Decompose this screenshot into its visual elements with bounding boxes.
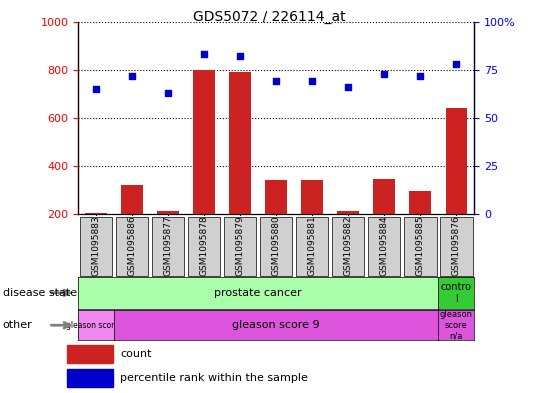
Text: GSM1095880: GSM1095880 — [272, 215, 281, 276]
Bar — [301, 180, 323, 214]
Text: gleason score 8: gleason score 8 — [66, 321, 126, 330]
Bar — [337, 211, 359, 214]
Point — [164, 90, 172, 96]
Text: GSM1095877: GSM1095877 — [164, 215, 172, 276]
Point — [92, 86, 100, 92]
FancyBboxPatch shape — [80, 217, 112, 276]
Bar — [194, 70, 215, 214]
Bar — [67, 345, 113, 363]
Point — [416, 72, 425, 79]
Bar — [446, 108, 467, 214]
Bar — [157, 211, 179, 214]
Bar — [374, 179, 395, 214]
Text: GSM1095884: GSM1095884 — [380, 215, 389, 276]
Text: GSM1095876: GSM1095876 — [452, 215, 461, 276]
FancyBboxPatch shape — [440, 217, 473, 276]
Bar — [121, 185, 143, 214]
Text: prostate cancer: prostate cancer — [215, 288, 302, 298]
Text: GSM1095878: GSM1095878 — [200, 215, 209, 276]
Text: GSM1095886: GSM1095886 — [128, 215, 137, 276]
Text: GSM1095883: GSM1095883 — [92, 215, 101, 276]
Text: percentile rank within the sample: percentile rank within the sample — [120, 373, 308, 383]
Text: gleason score 9: gleason score 9 — [232, 320, 320, 330]
FancyBboxPatch shape — [188, 217, 220, 276]
Text: GSM1095882: GSM1095882 — [344, 215, 353, 276]
Bar — [265, 180, 287, 214]
Bar — [67, 369, 113, 387]
FancyBboxPatch shape — [116, 217, 148, 276]
Text: GSM1095879: GSM1095879 — [236, 215, 245, 276]
Point — [236, 53, 245, 59]
FancyBboxPatch shape — [296, 217, 328, 276]
Point — [200, 51, 209, 57]
FancyBboxPatch shape — [260, 217, 293, 276]
FancyBboxPatch shape — [368, 217, 400, 276]
Text: disease state: disease state — [3, 288, 77, 298]
FancyBboxPatch shape — [332, 217, 364, 276]
Point — [380, 70, 389, 77]
Bar — [410, 191, 431, 214]
Text: GSM1095881: GSM1095881 — [308, 215, 317, 276]
Text: other: other — [3, 320, 32, 330]
FancyBboxPatch shape — [404, 217, 437, 276]
FancyBboxPatch shape — [224, 217, 257, 276]
Text: GSM1095885: GSM1095885 — [416, 215, 425, 276]
Point — [272, 78, 281, 84]
Text: contro
l: contro l — [441, 282, 472, 303]
Bar — [230, 72, 251, 214]
Text: count: count — [120, 349, 151, 359]
Point — [128, 72, 136, 79]
Text: gleason
score
n/a: gleason score n/a — [440, 310, 473, 340]
Point — [308, 78, 316, 84]
Point — [452, 61, 461, 67]
Bar — [85, 213, 107, 214]
Text: GDS5072 / 226114_at: GDS5072 / 226114_at — [193, 10, 346, 24]
FancyBboxPatch shape — [152, 217, 184, 276]
Point — [344, 84, 353, 90]
